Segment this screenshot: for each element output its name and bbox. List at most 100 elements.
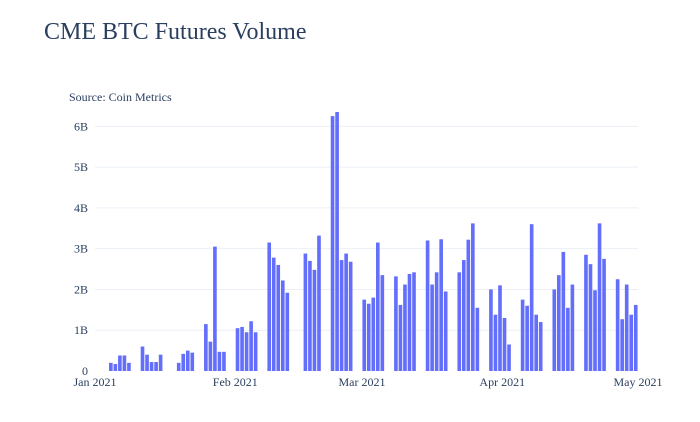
bar bbox=[570, 284, 575, 371]
bar bbox=[534, 314, 538, 371]
bar bbox=[439, 239, 443, 371]
bar bbox=[475, 307, 480, 371]
y-tick-label: 1B bbox=[74, 323, 88, 337]
bar bbox=[561, 251, 566, 371]
y-tick-label: 2B bbox=[74, 282, 88, 296]
bar bbox=[113, 364, 118, 371]
bar bbox=[109, 362, 113, 371]
bar bbox=[588, 264, 593, 371]
bar bbox=[127, 362, 131, 371]
bar bbox=[620, 319, 624, 371]
bar bbox=[633, 304, 638, 371]
y-tick-label: 4B bbox=[74, 201, 88, 215]
x-tick-label: May 2021 bbox=[614, 375, 663, 389]
x-tick-label: Jan 2021 bbox=[74, 375, 117, 389]
bar bbox=[213, 246, 217, 371]
bar bbox=[217, 351, 222, 371]
bar bbox=[407, 273, 412, 371]
bar bbox=[366, 303, 371, 371]
bar bbox=[222, 351, 226, 371]
bar bbox=[181, 353, 186, 371]
bar-series bbox=[109, 112, 638, 372]
bar bbox=[471, 223, 475, 371]
bar bbox=[204, 324, 208, 371]
bar bbox=[412, 272, 416, 371]
bar bbox=[624, 284, 629, 371]
bar bbox=[190, 352, 195, 371]
bar bbox=[145, 354, 149, 371]
bar bbox=[376, 242, 380, 371]
bar bbox=[267, 242, 272, 371]
bar bbox=[398, 304, 403, 371]
x-tick-label: Apr 2021 bbox=[479, 375, 525, 389]
bar bbox=[552, 289, 557, 371]
bar bbox=[276, 264, 281, 371]
bar bbox=[584, 254, 588, 371]
y-tick-label: 5B bbox=[74, 160, 88, 174]
bar bbox=[394, 276, 398, 371]
bar bbox=[566, 307, 570, 371]
bar bbox=[158, 354, 163, 371]
x-axis-ticks: Jan 2021 Feb 2021 Mar 2021 Apr 2021 May 2021 bbox=[74, 375, 663, 389]
bar bbox=[308, 260, 312, 371]
bar bbox=[362, 299, 367, 371]
y-tick-label: 3B bbox=[74, 242, 88, 256]
bar bbox=[118, 355, 122, 371]
bar bbox=[240, 326, 244, 371]
bar bbox=[507, 344, 511, 371]
bar bbox=[593, 290, 597, 371]
bar bbox=[271, 257, 276, 371]
bar bbox=[335, 112, 339, 371]
bar bbox=[457, 272, 462, 371]
x-tick-label: Feb 2021 bbox=[213, 375, 258, 389]
chart-title: CME BTC Futures Volume bbox=[44, 19, 307, 45]
bar bbox=[280, 280, 285, 371]
bar bbox=[629, 314, 634, 371]
bar bbox=[380, 275, 385, 371]
grid-lines bbox=[95, 125, 638, 372]
bar bbox=[525, 305, 529, 371]
bar bbox=[344, 253, 348, 371]
bar bbox=[443, 291, 448, 371]
bar bbox=[330, 116, 335, 372]
bar bbox=[557, 275, 561, 371]
bar bbox=[285, 292, 290, 371]
bar bbox=[498, 285, 502, 371]
x-tick-label: Mar 2021 bbox=[338, 375, 385, 389]
bar bbox=[235, 328, 240, 371]
bar bbox=[493, 314, 498, 371]
bar bbox=[253, 332, 258, 371]
y-tick-label: 0 bbox=[82, 364, 88, 378]
bar bbox=[371, 297, 376, 371]
y-axis-ticks: 0 1B 2B 3B 4B 5B 6B bbox=[74, 119, 88, 378]
bar bbox=[149, 362, 154, 371]
bar bbox=[602, 258, 606, 371]
bar bbox=[348, 261, 353, 371]
bar bbox=[154, 362, 158, 371]
bar bbox=[597, 223, 602, 371]
bar bbox=[249, 321, 253, 371]
bar bbox=[461, 260, 466, 371]
bar bbox=[140, 346, 145, 371]
bar bbox=[403, 284, 407, 371]
bar bbox=[466, 239, 471, 371]
bar bbox=[489, 289, 493, 371]
bar bbox=[185, 350, 190, 371]
bar bbox=[303, 253, 308, 371]
bar bbox=[176, 362, 181, 371]
bar bbox=[502, 317, 507, 371]
bar bbox=[339, 260, 344, 371]
bar bbox=[520, 299, 525, 371]
bar bbox=[430, 284, 434, 371]
bar bbox=[244, 332, 249, 371]
bar bbox=[208, 341, 213, 371]
bar bbox=[538, 322, 543, 371]
bar bbox=[615, 279, 620, 371]
y-tick-label: 6B bbox=[74, 119, 88, 133]
bar bbox=[312, 269, 317, 371]
bar bbox=[317, 235, 321, 371]
bar bbox=[434, 272, 439, 371]
bar bbox=[122, 355, 127, 371]
bar bbox=[425, 240, 430, 371]
